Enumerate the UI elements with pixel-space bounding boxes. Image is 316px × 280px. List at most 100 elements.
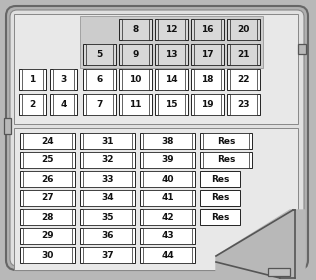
- Bar: [143, 152, 192, 168]
- Bar: [140, 171, 195, 187]
- Text: 35: 35: [101, 213, 114, 221]
- Bar: [83, 44, 116, 65]
- Bar: [80, 133, 135, 149]
- Bar: [191, 69, 224, 90]
- Text: 22: 22: [237, 75, 250, 84]
- Bar: [122, 94, 149, 115]
- Text: 9: 9: [132, 50, 139, 59]
- Bar: [140, 133, 195, 149]
- Text: 17: 17: [201, 50, 214, 59]
- Bar: [23, 209, 72, 225]
- Bar: [20, 190, 75, 206]
- Bar: [155, 44, 188, 65]
- Text: 10: 10: [129, 75, 142, 84]
- Text: 21: 21: [237, 50, 250, 59]
- Text: 3: 3: [60, 75, 67, 84]
- Bar: [83, 69, 116, 90]
- Bar: [203, 152, 249, 168]
- FancyBboxPatch shape: [10, 10, 304, 266]
- Bar: [86, 94, 113, 115]
- Text: 26: 26: [41, 174, 54, 183]
- Bar: [20, 228, 75, 244]
- Bar: [143, 171, 192, 187]
- Bar: [83, 152, 132, 168]
- Bar: [155, 19, 188, 40]
- Bar: [122, 44, 149, 65]
- Text: 23: 23: [237, 100, 250, 109]
- Bar: [86, 44, 113, 65]
- Bar: [80, 16, 263, 68]
- Bar: [86, 69, 113, 90]
- Bar: [14, 128, 298, 270]
- Bar: [50, 69, 77, 90]
- Text: 43: 43: [161, 232, 174, 241]
- Bar: [19, 69, 46, 90]
- Bar: [230, 44, 257, 65]
- Text: Res: Res: [217, 137, 235, 146]
- Bar: [227, 19, 260, 40]
- Bar: [80, 190, 135, 206]
- Bar: [143, 209, 192, 225]
- Bar: [53, 69, 74, 90]
- Bar: [20, 171, 75, 187]
- Bar: [158, 94, 185, 115]
- Bar: [50, 94, 77, 115]
- Bar: [23, 152, 72, 168]
- Text: 11: 11: [129, 100, 142, 109]
- Text: 12: 12: [165, 25, 178, 34]
- Polygon shape: [216, 210, 305, 275]
- Text: 34: 34: [101, 193, 114, 202]
- Bar: [119, 69, 152, 90]
- Text: Res: Res: [211, 193, 229, 202]
- Text: 4: 4: [60, 100, 67, 109]
- Text: 28: 28: [41, 213, 54, 221]
- Bar: [143, 133, 192, 149]
- Text: 14: 14: [165, 75, 178, 84]
- Bar: [143, 190, 192, 206]
- Bar: [298, 44, 306, 54]
- Text: 7: 7: [96, 100, 103, 109]
- Bar: [83, 247, 132, 263]
- Text: 8: 8: [132, 25, 139, 34]
- Text: 40: 40: [161, 174, 174, 183]
- Bar: [23, 190, 72, 206]
- Bar: [200, 152, 252, 168]
- Bar: [83, 209, 132, 225]
- Bar: [83, 228, 132, 244]
- Bar: [268, 268, 290, 276]
- Bar: [203, 133, 249, 149]
- Bar: [4, 118, 11, 134]
- Bar: [155, 94, 188, 115]
- Text: 13: 13: [165, 50, 178, 59]
- Text: 31: 31: [101, 137, 114, 146]
- Bar: [140, 190, 195, 206]
- Bar: [200, 171, 240, 187]
- Bar: [191, 94, 224, 115]
- Bar: [227, 69, 260, 90]
- Text: 1: 1: [29, 75, 36, 84]
- Bar: [155, 69, 188, 90]
- Bar: [83, 171, 132, 187]
- Bar: [227, 44, 260, 65]
- Bar: [230, 19, 257, 40]
- Bar: [143, 247, 192, 263]
- Bar: [14, 14, 298, 124]
- Bar: [200, 209, 240, 225]
- Bar: [140, 152, 195, 168]
- Bar: [20, 247, 75, 263]
- Text: 37: 37: [101, 251, 114, 260]
- Text: Res: Res: [211, 174, 229, 183]
- Bar: [119, 94, 152, 115]
- Text: 42: 42: [161, 213, 174, 221]
- Bar: [119, 19, 152, 40]
- Text: 5: 5: [96, 50, 103, 59]
- Text: 38: 38: [161, 137, 174, 146]
- Text: 20: 20: [237, 25, 250, 34]
- Text: 33: 33: [101, 174, 114, 183]
- Text: 25: 25: [41, 155, 54, 165]
- Bar: [122, 19, 149, 40]
- Bar: [143, 228, 192, 244]
- Bar: [83, 133, 132, 149]
- Bar: [140, 247, 195, 263]
- Text: 24: 24: [41, 137, 54, 146]
